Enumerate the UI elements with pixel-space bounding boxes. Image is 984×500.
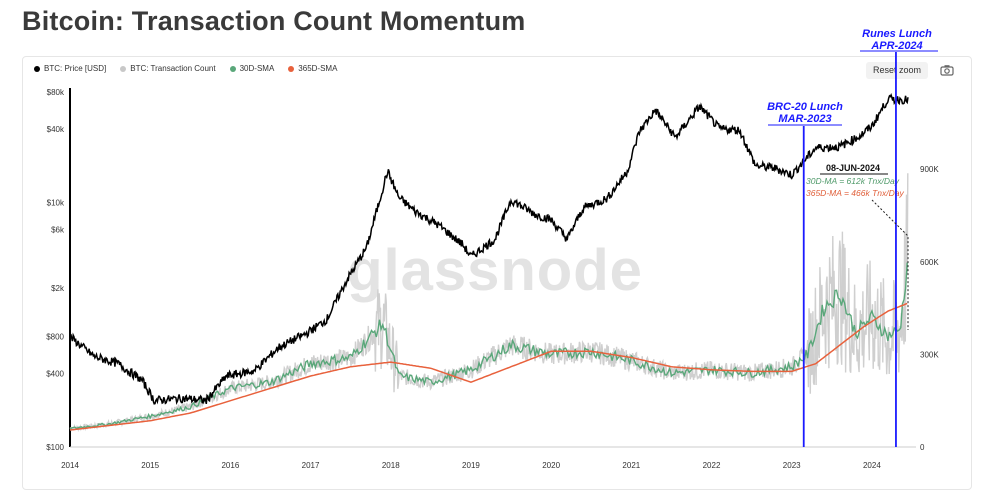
chart-card	[22, 56, 972, 490]
legend-label: 365D-SMA	[298, 64, 338, 73]
camera-icon[interactable]	[940, 64, 954, 76]
legend-label: 30D-SMA	[239, 64, 275, 73]
series-365d-sma	[69, 302, 908, 431]
legend-label: BTC: Transaction Count	[130, 64, 216, 73]
date-label: 08-JUN-2024	[826, 163, 880, 173]
y-right-tick-label: 900K	[920, 165, 939, 174]
series-layer	[69, 93, 909, 433]
y-left-tick-label: $800	[46, 333, 64, 342]
axes: 2014 2015 2016 2017 2018 2019 2020 2021 2022 2023…	[46, 88, 939, 470]
legend-item-price[interactable]: BTC: Price [USD]	[34, 64, 106, 73]
legend: BTC: Price [USD] BTC: Transaction Count …	[34, 64, 337, 73]
x-tick-label: 2020	[542, 461, 560, 470]
reset-zoom-button[interactable]: Reset zoom	[866, 62, 928, 79]
y-left-tick-label: $100	[46, 443, 64, 452]
legend-dot	[34, 65, 40, 72]
runes-label-2: APR-2024	[870, 40, 922, 52]
watermark: glassnode	[347, 238, 643, 303]
legend-dot	[120, 65, 127, 72]
runes-label-1: Runes Lunch	[862, 28, 932, 40]
brc20-label-2: MAR-2023	[778, 113, 831, 125]
x-tick-label: 2015	[141, 461, 159, 470]
x-tick-label: 2017	[302, 461, 320, 470]
y-left-tick-label: $400	[46, 369, 64, 378]
legend-label: BTC: Price [USD]	[44, 64, 107, 73]
x-tick-label: 2021	[622, 461, 640, 470]
x-tick-label: 2018	[382, 461, 400, 470]
ma30-label: 30D-MA = 612k Tnx/Day	[806, 176, 900, 186]
ma365-label: 365D-MA = 466k Tnx/Day	[806, 188, 904, 198]
series-btc-price	[69, 93, 909, 405]
y-left-tick-label: $10k	[47, 198, 65, 207]
y-left-tick-label: $2k	[51, 284, 65, 293]
legend-item-30d[interactable]: 30D-SMA	[229, 64, 275, 73]
x-tick-label: 2014	[61, 461, 79, 470]
x-tick-label: 2019	[462, 461, 480, 470]
y-right-tick-label: 0	[920, 443, 925, 452]
pointer-dotted-line	[871, 199, 909, 330]
legend-item-txcount[interactable]: BTC: Transaction Count	[120, 64, 216, 73]
annotations: BRC-20 Lunch MAR-2023 Runes Lunch APR-20…	[767, 28, 938, 447]
brc20-label-1: BRC-20 Lunch	[767, 101, 843, 113]
x-tick-label: 2023	[783, 461, 801, 470]
y-right-tick-label: 600K	[920, 258, 939, 267]
y-right-tick-label: 300K	[920, 350, 939, 359]
x-tick-label: 2022	[703, 461, 721, 470]
y-left-tick-label: $40k	[47, 125, 65, 134]
x-tick-label: 2016	[221, 461, 239, 470]
y-left-tick-label: $6k	[51, 226, 65, 235]
legend-dot	[229, 65, 236, 72]
page-title: Bitcoin: Transaction Count Momentum	[22, 6, 526, 36]
legend-item-365d[interactable]: 365D-SMA	[288, 64, 337, 73]
legend-dot	[288, 65, 295, 72]
y-left-tick-label: $80k	[47, 88, 65, 97]
x-tick-label: 2024	[863, 461, 881, 470]
